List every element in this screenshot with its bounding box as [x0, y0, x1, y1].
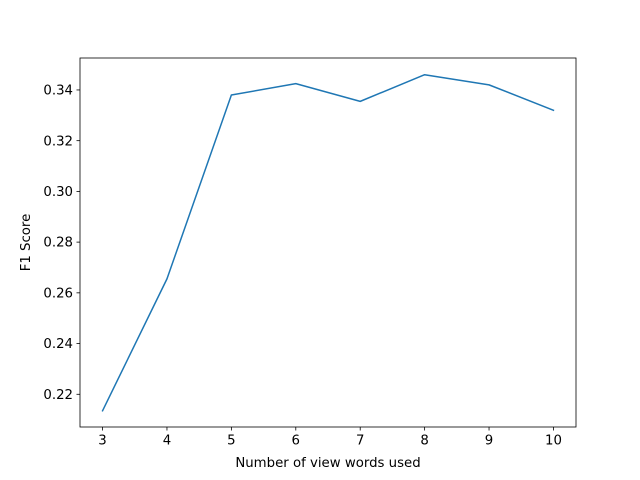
- series-line-0: [101, 73, 555, 412]
- plot-area: [101, 73, 555, 412]
- x-tick-label: 9: [485, 434, 493, 449]
- x-axis-ticks: 3 4 5 6 7 8 9 10: [98, 427, 562, 449]
- y-tick-label: 0.24: [43, 337, 73, 352]
- y-tick-label: 0.26: [43, 286, 73, 301]
- y-tick-label: 0.30: [43, 185, 73, 200]
- y-axis-label: F1 Score: [19, 214, 34, 272]
- x-tick-label: 4: [163, 434, 171, 449]
- x-tick-label: 3: [98, 434, 106, 449]
- y-tick-label: 0.32: [43, 134, 73, 149]
- y-tick-label: 0.22: [43, 388, 73, 403]
- x-tick-label: 8: [420, 434, 428, 449]
- x-tick-label: 6: [292, 434, 300, 449]
- x-tick-label: 7: [356, 434, 364, 449]
- y-axis-ticks: 0.22 0.24 0.26 0.28 0.30 0.32 0.34: [43, 84, 80, 403]
- x-tick-label: 10: [545, 434, 562, 449]
- y-tick-label: 0.28: [43, 236, 73, 251]
- x-tick-label: 5: [227, 434, 235, 449]
- y-tick-label: 0.34: [43, 84, 73, 99]
- x-axis-label: Number of view words used: [235, 456, 420, 471]
